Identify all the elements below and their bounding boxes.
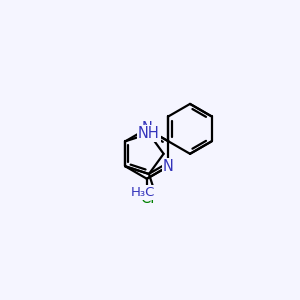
Text: NH: NH — [138, 126, 160, 141]
Text: H₃C: H₃C — [130, 186, 155, 199]
Text: N: N — [141, 122, 152, 136]
Text: N: N — [163, 159, 174, 174]
Text: Cl: Cl — [140, 191, 154, 206]
